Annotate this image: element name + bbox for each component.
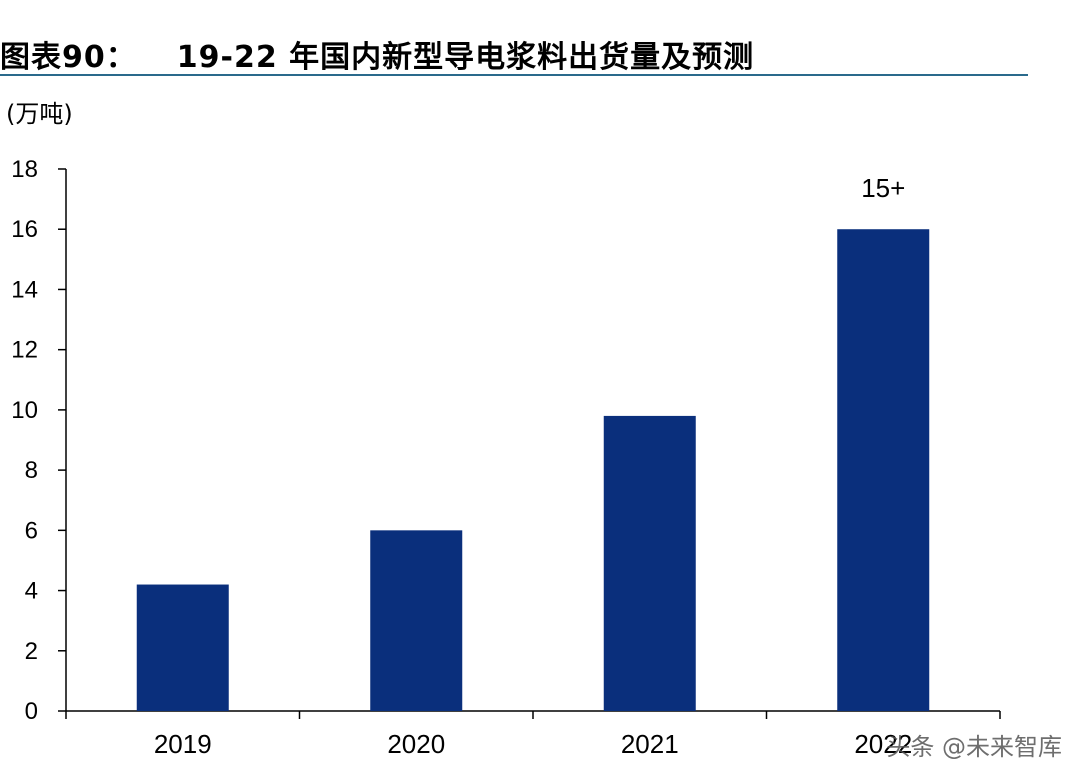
data-label: 15+ [861, 173, 905, 203]
figure-label: 图表90： [0, 40, 137, 75]
x-category-label: 2022 [854, 729, 912, 759]
bar-2022 [837, 229, 930, 711]
x-category-label: 2020 [387, 729, 445, 759]
y-tick-label: 6 [25, 517, 38, 544]
y-tick-label: 18 [11, 156, 38, 183]
y-tick-label: 2 [25, 638, 38, 665]
chart-title: 19-22 年国内新型导电浆料出货量及预测 [176, 40, 755, 75]
y-tick-label: 8 [25, 457, 38, 484]
watermark: 头条 @未来智库 [886, 733, 1062, 761]
y-tick-label: 16 [11, 216, 38, 243]
y-tick-label: 10 [11, 397, 38, 424]
title-divider [0, 74, 1028, 76]
y-unit-label: (万吨) [6, 100, 73, 128]
y-tick-label: 0 [25, 698, 38, 725]
figure-title: 图表90： 19-22 年国内新型导电浆料出货量及预测 [0, 32, 754, 76]
bar-2020 [370, 530, 463, 711]
y-tick-label: 12 [11, 337, 38, 364]
y-tick-label: 4 [25, 578, 38, 605]
y-tick-label: 14 [11, 276, 38, 303]
bar-2021 [603, 415, 696, 711]
x-category-label: 2019 [154, 729, 212, 759]
x-category-label: 2021 [621, 729, 679, 759]
bar-2019 [136, 584, 229, 711]
